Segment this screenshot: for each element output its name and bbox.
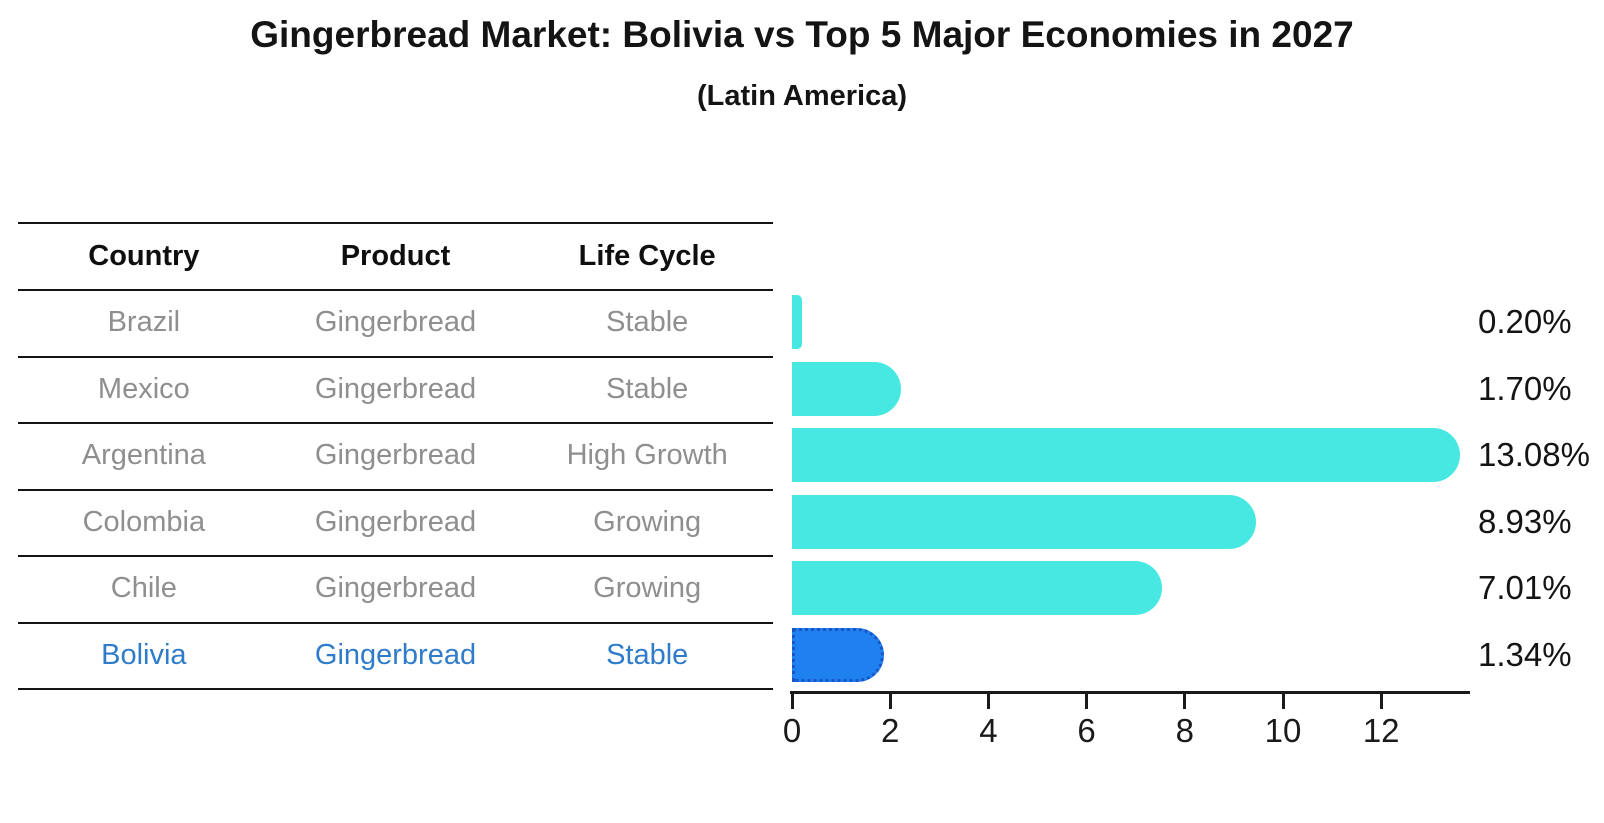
bar-argentina — [792, 428, 1461, 483]
cell-country: Chile — [110, 572, 177, 605]
x-tick-label-8: 8 — [1175, 712, 1194, 749]
cell-life-cycle: Stable — [606, 372, 689, 405]
chart-title: Gingerbread Market: Bolivia vs Top 5 Maj… — [250, 14, 1354, 55]
value-label-argentina: 13.08% — [1478, 436, 1590, 474]
column-header-country: Country — [88, 239, 200, 272]
x-tick-10 — [1281, 693, 1285, 709]
x-axis-line — [790, 691, 1470, 694]
bar-bolivia — [792, 627, 884, 682]
cell-country: Bolivia — [101, 638, 187, 671]
table-row-chile: Chile Gingerbread Growing — [18, 557, 773, 624]
country-table: Country Product Life Cycle Brazil Gingerb… — [18, 222, 773, 690]
table-body: Brazil Gingerbread Stable Mexico Gingerbread… — [18, 291, 773, 690]
x-tick-4 — [986, 693, 990, 709]
cell-product: Gingerbread — [314, 439, 477, 472]
table-header-row: Country Product Life Cycle — [18, 224, 773, 291]
cell-product: Gingerbread — [314, 505, 477, 538]
value-label-brazil: 0.20% — [1478, 303, 1572, 341]
x-tick-8 — [1183, 693, 1187, 709]
cell-life-cycle: Growing — [593, 505, 702, 538]
x-tick-12 — [1379, 693, 1383, 709]
table-row-argentina: Argentina Gingerbread High Growth — [18, 424, 773, 491]
value-label-mexico: 1.70% — [1478, 369, 1572, 407]
x-tick-label-0: 0 — [782, 712, 802, 749]
table-row-mexico: Mexico Gingerbread Stable — [18, 358, 773, 424]
bar-chile — [792, 561, 1163, 616]
cell-country: Brazil — [107, 306, 181, 339]
cell-country: Mexico — [97, 372, 190, 405]
bar-brazil — [792, 295, 802, 350]
cell-life-cycle: Stable — [606, 638, 689, 671]
table-row-colombia: Colombia Gingerbread Growing — [18, 491, 773, 557]
cell-life-cycle: High Growth — [566, 439, 728, 472]
x-tick-label-10: 10 — [1264, 712, 1302, 749]
cell-life-cycle: Growing — [593, 572, 702, 605]
table-row-brazil: Brazil Gingerbread Stable — [18, 291, 773, 358]
cell-product: Gingerbread — [314, 572, 477, 605]
column-header-product: Product — [340, 239, 451, 272]
x-tick-6 — [1085, 693, 1089, 709]
table-row-bolivia: Bolivia Gingerbread Stable — [18, 624, 773, 690]
value-label-bolivia: 1.34% — [1478, 635, 1572, 673]
bar-mexico — [792, 361, 902, 416]
x-tick-2 — [888, 693, 892, 709]
bar-colombia — [792, 494, 1257, 549]
column-header-life-cycle: Life Cycle — [578, 239, 716, 272]
cell-country: Argentina — [81, 439, 206, 472]
cell-country: Colombia — [82, 505, 206, 538]
cell-product: Gingerbread — [314, 372, 477, 405]
x-tick-label-2: 2 — [881, 712, 900, 749]
chart-subtitle: (Latin America) — [696, 80, 908, 112]
value-label-colombia: 8.93% — [1478, 502, 1572, 540]
cell-product: Gingerbread — [314, 306, 477, 339]
cell-product: Gingerbread — [314, 638, 477, 671]
cell-life-cycle: Stable — [606, 306, 689, 339]
x-tick-label-4: 4 — [979, 712, 998, 749]
x-tick-label-6: 6 — [1077, 712, 1096, 749]
value-label-chile: 7.01% — [1478, 569, 1572, 607]
x-tick-0 — [790, 693, 794, 709]
x-tick-label-12: 12 — [1362, 712, 1400, 749]
